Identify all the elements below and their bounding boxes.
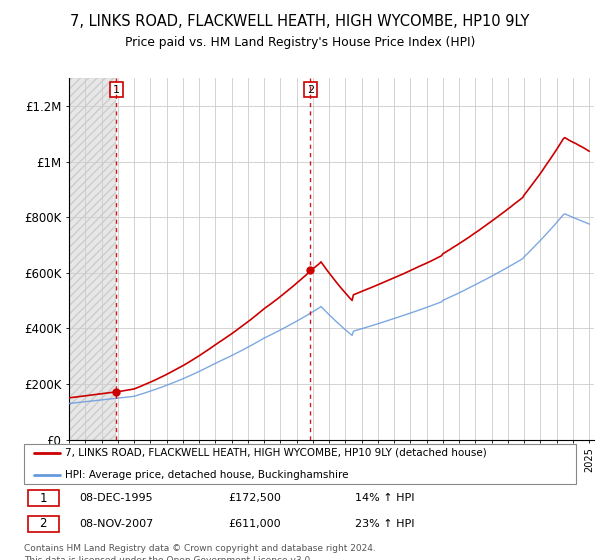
Text: 1: 1 xyxy=(113,85,120,95)
Text: Price paid vs. HM Land Registry's House Price Index (HPI): Price paid vs. HM Land Registry's House … xyxy=(125,36,475,49)
FancyBboxPatch shape xyxy=(24,444,576,484)
Text: 2: 2 xyxy=(307,85,314,95)
Text: HPI: Average price, detached house, Buckinghamshire: HPI: Average price, detached house, Buck… xyxy=(65,470,349,480)
Text: Contains HM Land Registry data © Crown copyright and database right 2024.
This d: Contains HM Land Registry data © Crown c… xyxy=(24,544,376,560)
Text: 08-DEC-1995: 08-DEC-1995 xyxy=(79,493,153,503)
Text: 23% ↑ HPI: 23% ↑ HPI xyxy=(355,519,415,529)
Text: 7, LINKS ROAD, FLACKWELL HEATH, HIGH WYCOMBE, HP10 9LY: 7, LINKS ROAD, FLACKWELL HEATH, HIGH WYC… xyxy=(70,14,530,29)
Text: £611,000: £611,000 xyxy=(228,519,281,529)
Text: 2: 2 xyxy=(40,517,47,530)
Text: 1: 1 xyxy=(40,492,47,505)
FancyBboxPatch shape xyxy=(28,490,59,506)
Text: 08-NOV-2007: 08-NOV-2007 xyxy=(79,519,154,529)
Bar xyxy=(69,78,116,440)
FancyBboxPatch shape xyxy=(28,516,59,532)
Text: £172,500: £172,500 xyxy=(228,493,281,503)
Text: 14% ↑ HPI: 14% ↑ HPI xyxy=(355,493,415,503)
Text: 7, LINKS ROAD, FLACKWELL HEATH, HIGH WYCOMBE, HP10 9LY (detached house): 7, LINKS ROAD, FLACKWELL HEATH, HIGH WYC… xyxy=(65,448,487,458)
